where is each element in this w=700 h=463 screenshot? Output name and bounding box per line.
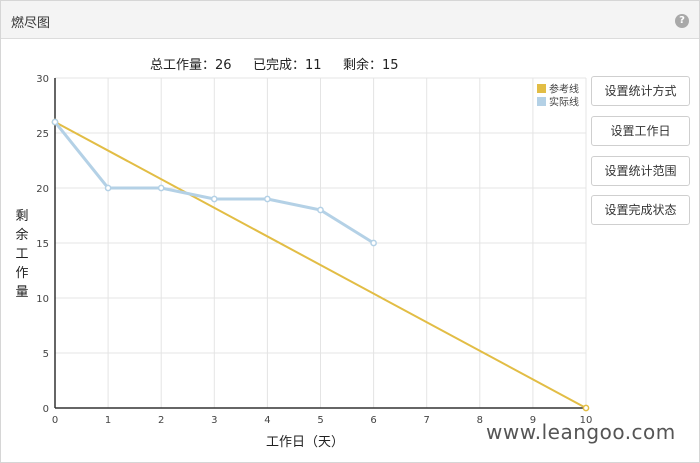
y-tick-label: 0 (43, 404, 49, 415)
set-done-status-button[interactable]: 设置完成状态 (591, 195, 690, 225)
summary-total-value: 26 (215, 58, 232, 73)
x-tick-label: 5 (317, 415, 323, 426)
series-point (210, 195, 218, 203)
x-tick-label: 4 (264, 415, 270, 426)
x-tick-label: 0 (52, 415, 58, 426)
summary-remaining: 剩余：15 (343, 54, 399, 73)
x-tick-label: 1 (105, 415, 111, 426)
legend-swatch (537, 84, 546, 93)
summary-done: 已完成：11 (253, 54, 322, 73)
set-stat-range-button[interactable]: 设置统计范围 (591, 156, 690, 186)
x-tick-label: 9 (530, 415, 536, 426)
x-tick-label: 2 (158, 415, 164, 426)
set-stat-method-button[interactable]: 设置统计方式 (591, 76, 690, 106)
y-tick-label: 5 (43, 349, 49, 360)
x-tick-label: 7 (424, 415, 430, 426)
x-tick-label: 3 (211, 415, 217, 426)
x-tick-label: 8 (477, 415, 483, 426)
panel-header: 燃尽图 ? (1, 1, 699, 39)
series-point (264, 195, 271, 203)
series-actual (51, 118, 377, 247)
y-tick-label: 10 (36, 294, 49, 305)
x-tick-label: 10 (580, 415, 593, 426)
legend-swatch (537, 97, 546, 106)
legend-label: 实际线 (549, 96, 579, 109)
series-point (317, 206, 324, 214)
legend-label: 参考线 (549, 83, 579, 96)
y-axis-label: 剩余工作量 (15, 209, 29, 300)
series-point (370, 239, 377, 247)
x-tick-label: 6 (370, 415, 376, 426)
summary-done-label: 已完成： (253, 58, 306, 73)
watermark-text: www.leangoo.com (486, 420, 676, 444)
series-point (582, 404, 590, 412)
y-tick-label: 25 (36, 129, 49, 140)
panel-title: 燃尽图 (11, 16, 51, 31)
summary-done-value: 11 (305, 58, 322, 73)
set-work-days-button[interactable]: 设置工作日 (591, 116, 690, 146)
y-tick-label: 15 (36, 239, 49, 250)
x-axis-label: 工作日（天） (265, 435, 344, 450)
y-tick-label: 30 (36, 74, 49, 85)
series-point (104, 184, 112, 192)
question-circle-icon[interactable]: ? (675, 14, 689, 28)
summary-remaining-value: 15 (382, 58, 399, 73)
y-tick-label: 20 (36, 184, 49, 195)
summary-total-label: 总工作量： (150, 58, 216, 73)
series-point (51, 118, 59, 126)
summary-remaining-label: 剩余： (343, 58, 383, 73)
series-line (54, 121, 587, 409)
summary-total: 总工作量：26 (150, 54, 232, 73)
series-point (157, 184, 165, 192)
